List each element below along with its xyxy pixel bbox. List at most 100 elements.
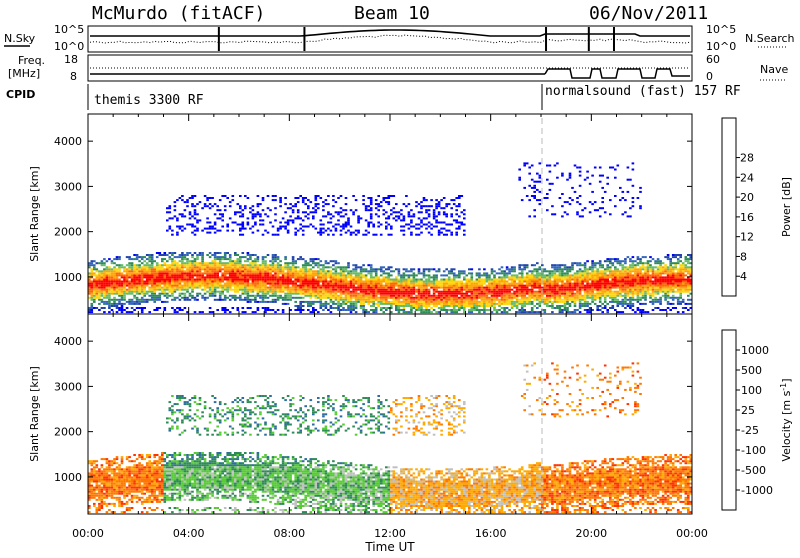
data-cell xyxy=(96,283,99,285)
data-cell xyxy=(277,309,280,311)
data-cell xyxy=(284,274,287,276)
data-cell xyxy=(310,303,313,305)
data-cell xyxy=(159,272,162,274)
data-cell xyxy=(257,213,260,215)
data-cell xyxy=(539,203,542,205)
data-cell xyxy=(174,252,177,254)
data-cell xyxy=(619,270,622,272)
data-cell xyxy=(498,281,501,283)
data-cell xyxy=(410,287,413,289)
data-cell xyxy=(224,266,227,268)
data-cell xyxy=(365,234,368,236)
data-cell xyxy=(413,285,416,287)
data-cell xyxy=(453,276,456,278)
data-cell xyxy=(539,293,542,295)
data-cell xyxy=(430,224,433,226)
data-cell xyxy=(267,254,270,256)
data-cell xyxy=(219,209,222,211)
data-cell xyxy=(400,281,403,283)
data-cell xyxy=(289,266,292,268)
data-cell xyxy=(606,260,609,262)
data-cell xyxy=(103,297,106,299)
data-cell xyxy=(226,297,229,299)
data-cell xyxy=(518,293,521,295)
data-cell xyxy=(141,311,144,313)
data-cell xyxy=(242,307,245,309)
data-cell xyxy=(450,232,453,234)
data-cell xyxy=(521,272,524,274)
data-cell xyxy=(569,274,572,276)
data-cell xyxy=(544,311,547,313)
data-cell xyxy=(262,287,265,289)
data-cell xyxy=(206,279,209,281)
data-cell xyxy=(377,226,380,228)
data-cell xyxy=(579,268,582,270)
data-cell xyxy=(128,270,131,272)
data-cell xyxy=(435,274,438,276)
nsky-panel: N.Sky 10^5 10^0 10^5 10^0 N.Search xyxy=(4,23,795,53)
data-cell xyxy=(488,285,491,287)
data-cell xyxy=(569,305,572,307)
data-cell xyxy=(624,285,627,287)
data-cell xyxy=(277,287,280,289)
data-cell xyxy=(337,279,340,281)
data-cell xyxy=(229,289,232,291)
data-cell xyxy=(239,274,242,276)
data-cell xyxy=(533,283,536,285)
data-cell xyxy=(596,270,599,272)
data-cell xyxy=(116,270,119,272)
data-cell xyxy=(503,285,506,287)
data-cell xyxy=(430,295,433,297)
data-cell xyxy=(315,272,318,274)
data-cell xyxy=(556,162,559,164)
data-cell xyxy=(272,199,275,201)
data-cell xyxy=(420,226,423,228)
data-cell xyxy=(310,293,313,295)
data-cell xyxy=(169,205,172,207)
data-cell xyxy=(508,289,511,291)
data-cell xyxy=(304,270,307,272)
data-cell xyxy=(453,293,456,295)
data-cell xyxy=(166,272,169,274)
data-cell xyxy=(98,295,101,297)
data-cell xyxy=(169,272,172,274)
data-cell xyxy=(468,287,471,289)
data-cell xyxy=(614,293,617,295)
data-cell xyxy=(355,230,358,232)
data-cell xyxy=(352,285,355,287)
data-cell xyxy=(98,299,101,301)
data-cell xyxy=(372,279,375,281)
data-cell xyxy=(184,256,187,258)
data-cell xyxy=(488,297,491,299)
data-cell xyxy=(370,266,373,268)
data-cell xyxy=(221,299,224,301)
data-cell xyxy=(234,222,237,224)
data-cell xyxy=(123,274,126,276)
data-cell xyxy=(531,283,534,285)
data-cell xyxy=(133,303,136,305)
data-cell xyxy=(199,281,202,283)
data-cell xyxy=(455,234,458,236)
data-cell xyxy=(299,268,302,270)
data-cell xyxy=(614,287,617,289)
data-cell xyxy=(342,281,345,283)
data-cell xyxy=(171,276,174,278)
data-cell xyxy=(478,305,481,307)
data-cell xyxy=(405,287,408,289)
data-cell xyxy=(440,207,443,209)
data-cell xyxy=(315,283,318,285)
data-cell xyxy=(430,299,433,301)
data-cell xyxy=(622,272,625,274)
data-cell xyxy=(584,276,587,278)
data-cell xyxy=(591,281,594,283)
data-cell xyxy=(264,283,267,285)
data-cell xyxy=(287,281,290,283)
data-cell xyxy=(591,297,594,299)
data-cell xyxy=(579,297,582,299)
data-cell xyxy=(410,309,413,311)
data-cell xyxy=(201,283,204,285)
data-cell xyxy=(189,295,192,297)
data-cell xyxy=(581,289,584,291)
data-cell xyxy=(606,295,609,297)
data-cell xyxy=(219,260,222,262)
